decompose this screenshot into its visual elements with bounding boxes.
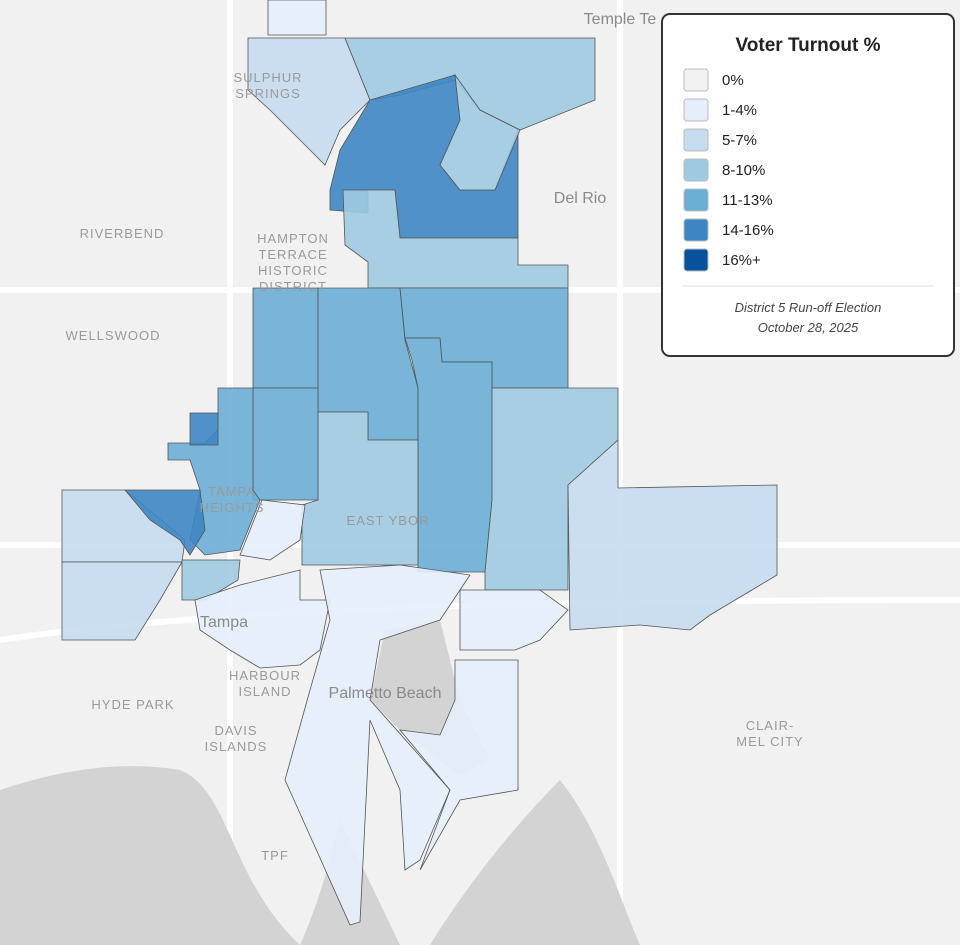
place-label-line: HISTORIC (258, 263, 328, 278)
precinct (399, 659, 519, 871)
place-label-line: TERRACE (258, 247, 327, 262)
legend-label: 14-16% (722, 222, 774, 239)
place-label-line: WELLSWOOD (66, 328, 161, 343)
place-label-line: CLAIR- (746, 718, 795, 733)
place-label: Temple Te (584, 11, 657, 28)
place-label-line: Palmetto Beach (329, 685, 442, 702)
precinct (301, 411, 419, 566)
place-label: Tampa (200, 614, 248, 631)
place-label-line: DISTRICT (259, 279, 327, 294)
legend-label: 0% (722, 72, 744, 89)
place-label: Palmetto Beach (329, 685, 442, 702)
place-label-line: Del Rio (554, 190, 607, 207)
legend-swatch (683, 68, 709, 92)
precinct (567, 439, 778, 631)
precinct (194, 569, 331, 669)
precinct (459, 589, 569, 651)
legend-swatch (683, 158, 709, 182)
legend-box (661, 13, 955, 357)
legend-label: 5-7% (722, 132, 757, 149)
place-label-line: TPF (261, 848, 289, 863)
legend-label: 8-10% (722, 162, 765, 179)
place-label: EAST YBOR (347, 513, 430, 528)
place-label-line: HEIGHTS (200, 500, 265, 515)
legend-label: 1-4% (722, 102, 757, 119)
place-label-line: EAST YBOR (347, 513, 430, 528)
legend-note: October 28, 2025 (758, 320, 859, 335)
place-label: RIVERBEND (80, 226, 165, 241)
place-label: DAVIS ISLANDS (205, 723, 268, 754)
place-label: TAMPA HEIGHTS (200, 484, 265, 515)
legend-swatch (683, 98, 709, 122)
precinct (484, 387, 619, 591)
legend-title: Voter Turnout % (736, 35, 881, 56)
precinct (284, 564, 471, 926)
legend: Voter Turnout % 0% 1-4% 5-7% 8-10% 11-13% 14-… (661, 13, 955, 357)
precinct (124, 489, 206, 556)
place-label: Del Rio (554, 190, 607, 207)
place-label-line: TAMPA (208, 484, 256, 499)
legend-swatch (683, 128, 709, 152)
place-label: HYDE PARK (91, 697, 174, 712)
precinct (61, 561, 183, 641)
place-label-line: HARBOUR (229, 668, 301, 683)
legend-label: 11-13% (722, 192, 773, 209)
place-label: WELLSWOOD (66, 328, 161, 343)
place-label-line: DAVIS (214, 723, 257, 738)
place-label: CLAIR-MEL CITY (736, 718, 803, 749)
place-label-line: HAMPTON (257, 231, 329, 246)
precinct (342, 189, 569, 289)
precincts (61, 0, 778, 926)
precinct (239, 499, 306, 561)
place-labels: Temple Te SULPHUR SPRINGS Del Rio RIVERBE… (66, 11, 803, 863)
legend-label: 16%+ (722, 252, 761, 269)
legend-swatch (683, 188, 709, 212)
precinct (267, 0, 327, 36)
legend-swatch (683, 218, 709, 242)
precinct (181, 559, 241, 601)
place-label: HARBOUR ISLAND (229, 668, 301, 699)
precinct (189, 412, 219, 446)
place-label-line: ISLAND (239, 684, 292, 699)
place-label-line: Temple Te (584, 11, 657, 28)
precinct (252, 387, 319, 501)
place-label-line: HYDE PARK (91, 697, 174, 712)
legend-items: 0% 1-4% 5-7% 8-10% 11-13% 14-16% 16%+ (683, 68, 774, 272)
precinct (439, 73, 521, 191)
place-label: HAMPTON TERRACE HISTORIC DISTRICT (257, 231, 329, 294)
legend-swatch (683, 248, 709, 272)
place-label-line: ISLANDS (205, 739, 268, 754)
place-label-line: Tampa (200, 614, 248, 631)
place-label-line: SPRINGS (235, 86, 301, 101)
place-label: SULPHUR SPRINGS (233, 70, 302, 101)
place-label-line: SULPHUR (233, 70, 302, 85)
precinct (252, 287, 319, 389)
place-label: TPF (261, 848, 289, 863)
place-label-line: RIVERBEND (80, 226, 165, 241)
legend-note: District 5 Run-off Election (735, 300, 882, 315)
place-label-line: MEL CITY (736, 734, 803, 749)
precinct (61, 489, 186, 563)
